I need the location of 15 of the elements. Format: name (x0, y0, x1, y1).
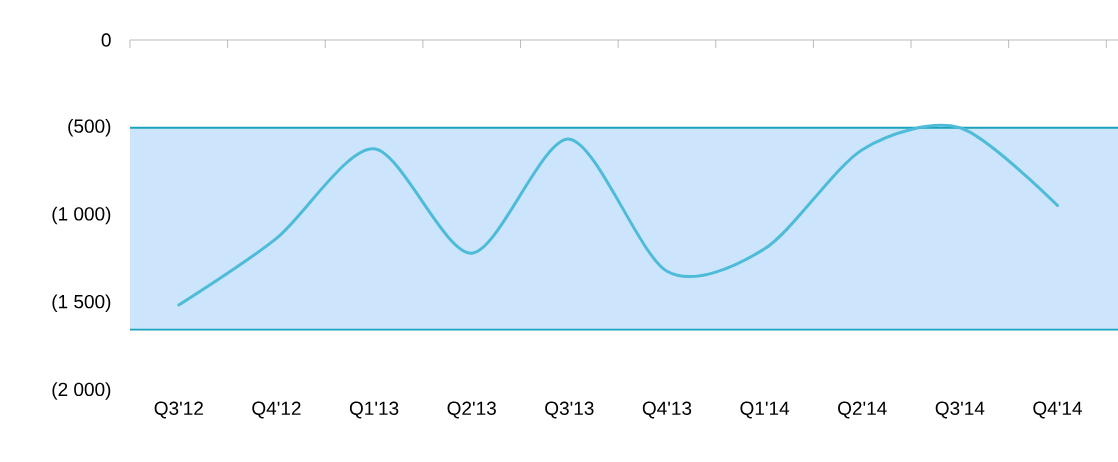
x-tick-label: Q1'14 (740, 401, 790, 419)
x-tick-label: Q3'13 (545, 401, 594, 419)
x-tick-label: Q3'14 (935, 401, 985, 419)
x-tick-label: Q1'13 (349, 401, 399, 419)
y-tick-label: (1 000) (52, 206, 111, 225)
y-tick-label: (500) (68, 118, 111, 137)
y-tick-label: 0 (101, 33, 111, 47)
y-tick-label: (1 500) (52, 294, 111, 313)
x-tick-label: Q4'14 (1033, 401, 1082, 419)
y-tick-label: (2 000) (52, 382, 111, 400)
x-tick-label: Q2'13 (447, 401, 496, 419)
x-tick-label: Q2'14 (838, 401, 887, 419)
x-tick-label: Q3'12 (154, 401, 203, 419)
x-tick-label: Q4'12 (252, 401, 301, 419)
x-tick-label: Q4'13 (642, 401, 692, 419)
